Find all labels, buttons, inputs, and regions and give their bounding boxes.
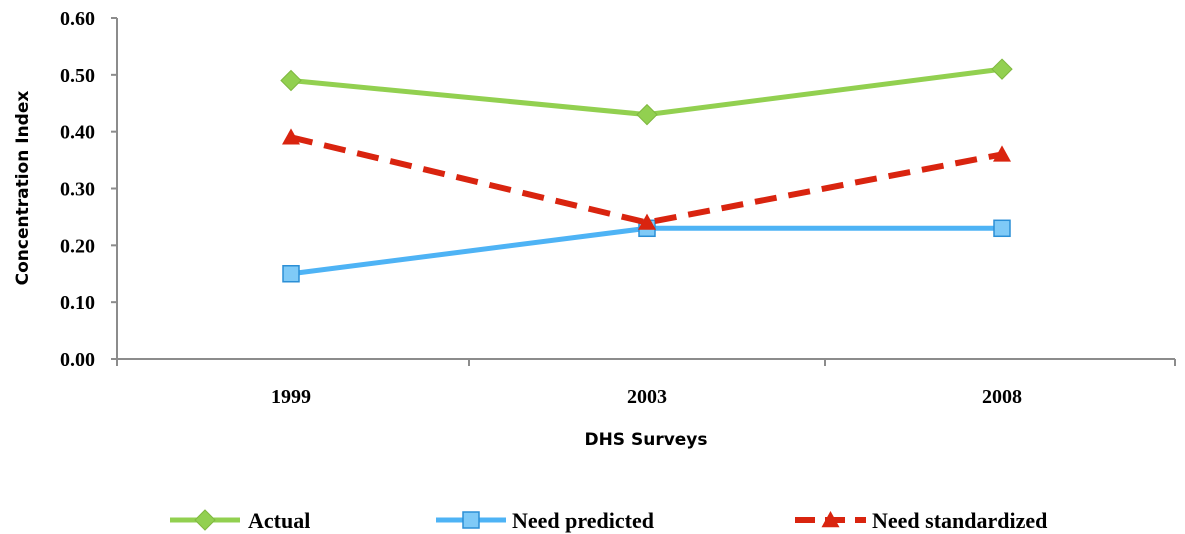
data-point [282, 265, 300, 283]
y-tick-label: 0.40 [60, 122, 95, 144]
data-point [638, 213, 656, 230]
legend-label: Need predicted [512, 508, 654, 533]
x-tick-label: 2008 [982, 386, 1022, 408]
y-tick-label: 0.50 [60, 65, 95, 87]
data-point [636, 103, 658, 126]
x-tick-label: 1999 [271, 386, 311, 408]
legend-label: Need standardized [872, 508, 1047, 533]
legend-marker [194, 509, 216, 531]
data-point [991, 58, 1013, 80]
legend-label: Actual [248, 508, 310, 533]
axes [111, 17, 1176, 366]
data-point [993, 145, 1011, 162]
data-point [280, 69, 302, 92]
legend-item: Need predicted [436, 508, 654, 533]
legend-marker [462, 511, 480, 529]
axis-labels: 0.00 0.10 0.20 0.30 0.40 0.50 0.60 1999 2003 2008… [13, 8, 1022, 450]
y-tick-label: 0.20 [60, 235, 95, 257]
legend-marker [821, 511, 840, 528]
legend-item: Need standardized [795, 508, 1047, 533]
y-tick-label: 0.00 [60, 349, 95, 371]
data-point [993, 219, 1011, 238]
legend-item: Actual [170, 508, 310, 533]
series-actual [280, 58, 1013, 126]
x-axis-title: DHS Surveys [584, 430, 707, 450]
series-line [290, 134, 1003, 226]
legend: Actual Need predicted Need standardized [170, 508, 1047, 533]
y-axis-title: Concentration Index [13, 91, 33, 286]
y-tick-label: 0.10 [60, 292, 95, 314]
x-tick-label: 2003 [627, 386, 667, 408]
y-tick-label: 0.30 [60, 179, 95, 201]
y-tick-label: 0.60 [60, 8, 95, 30]
data-point [282, 128, 300, 145]
series-group [280, 58, 1013, 283]
series-need-standardized [282, 128, 1011, 230]
